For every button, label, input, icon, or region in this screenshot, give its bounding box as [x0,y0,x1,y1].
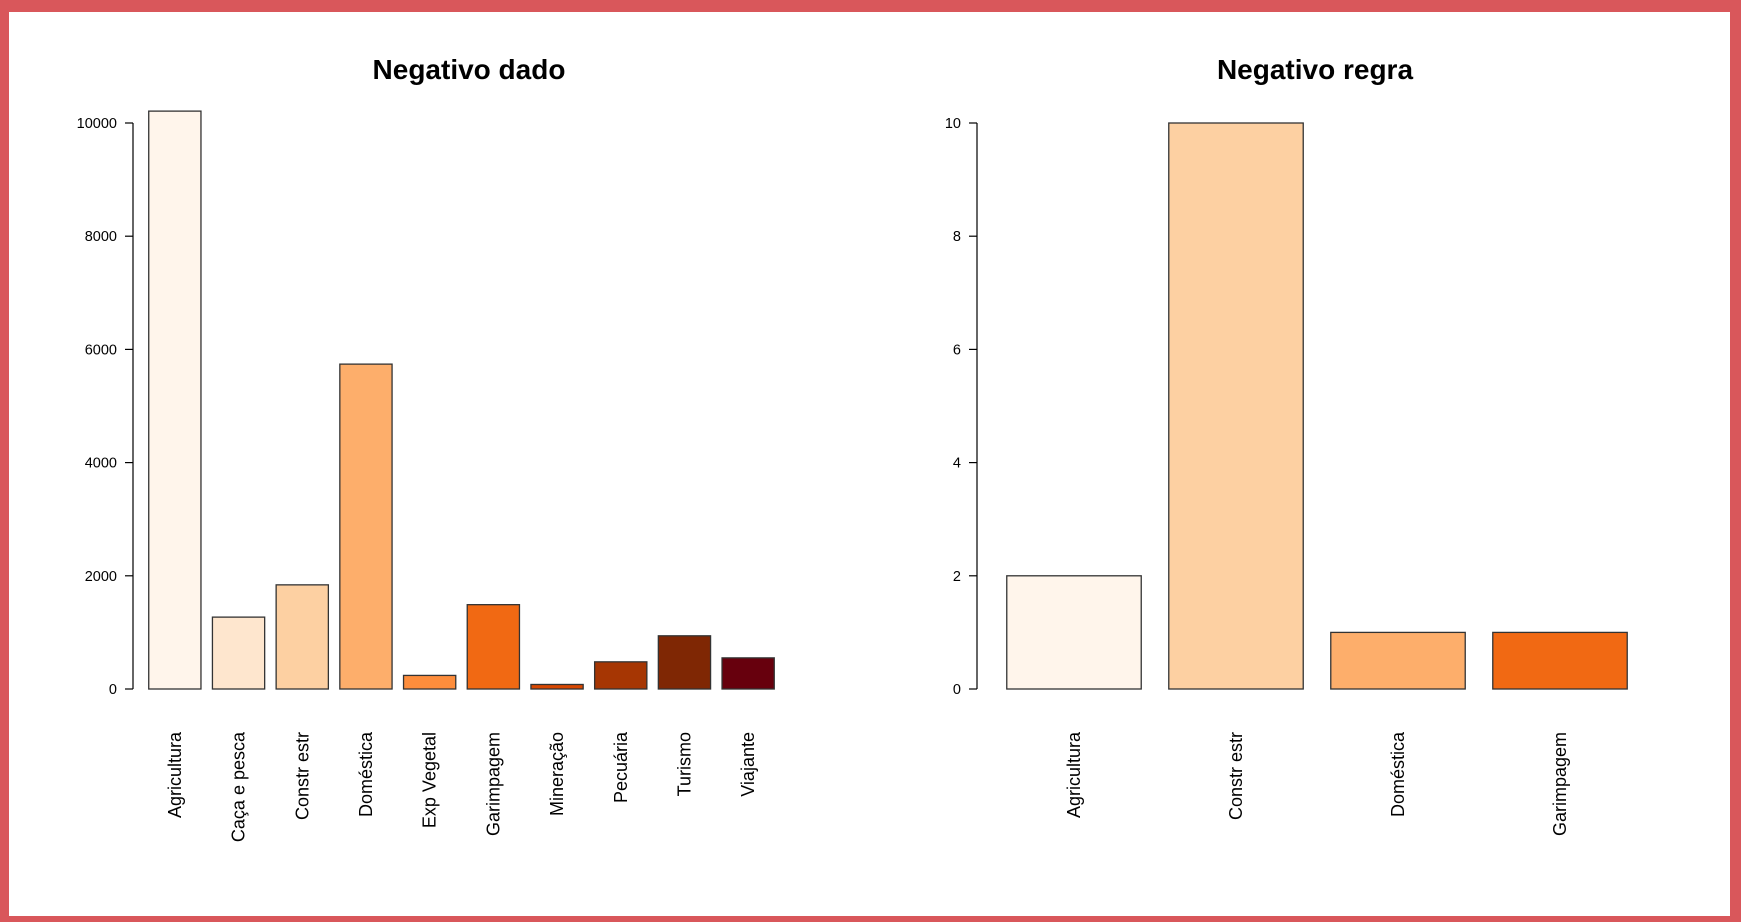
bar-dom-stica [339,363,393,690]
y-tick-label: 0 [109,682,117,698]
bar-garimpagem [1492,631,1628,690]
chart-title: Negativo regra [1217,54,1413,85]
category-label: Caça e pesca [229,731,249,842]
bar-pecu-ria [593,661,648,690]
bar-dom-stica [1330,631,1466,690]
category-label: Turismo [674,732,694,796]
plot-frame: Negativo dado 0 2000 4000 6000 8000 10000 Agric… [9,12,1730,916]
bar-agricultura [1006,575,1142,690]
category-label: Viajante [738,732,758,797]
bar-agricultura [148,110,202,690]
category-label: Mineração [547,732,567,816]
y-tick-label: 6000 [85,342,117,358]
category-label: Doméstica [356,731,376,817]
bar-constr-estr [275,584,330,690]
category-label: Agricultura [165,731,185,818]
y-tick-label: 6 [953,342,961,358]
category-label: Garimpagem [1550,732,1570,836]
y-tick-label: 10 [945,116,961,132]
bar-turismo [657,635,712,690]
y-tick-label: 8 [953,229,961,245]
y-tick-label: 0 [953,682,961,698]
chart-title: Negativo dado [373,54,566,85]
y-tick-label: 8000 [85,229,117,245]
bar-exp-vegetal [402,674,457,690]
category-label: Constr estr [1226,732,1246,820]
category-label: Pecuária [611,731,631,803]
y-tick-label: 4 [953,456,961,472]
category-label: Agricultura [1064,731,1084,818]
category-label: Doméstica [1388,731,1408,817]
bar-minera-o [530,683,584,690]
bar-constr-estr [1168,122,1304,690]
category-label: Exp Vegetal [420,732,440,828]
y-tick-label: 10000 [77,116,117,132]
category-label: Garimpagem [483,732,503,836]
bar-garimpagem [466,604,521,690]
bar-ca-a-e-pesca [211,616,266,690]
category-label: Constr estr [292,732,312,820]
charts-canvas: Negativo dado 0 2000 4000 6000 8000 10000 Agric… [77,54,1628,842]
y-tick-label: 2 [953,569,961,585]
bar-viajante [721,657,775,690]
y-tick-label: 4000 [85,456,117,472]
y-tick-label: 2000 [85,569,117,585]
